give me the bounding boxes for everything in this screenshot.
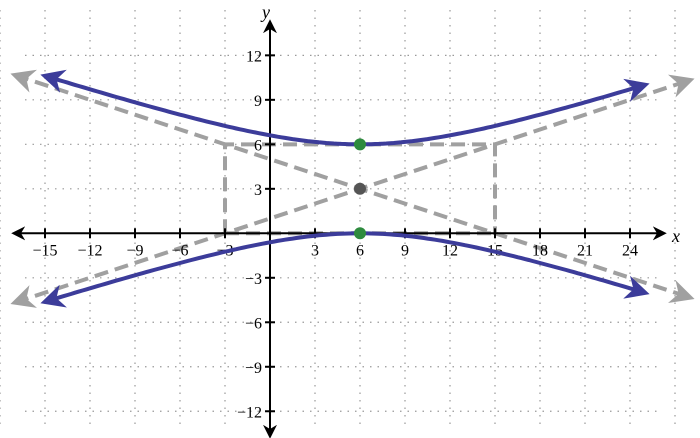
asymptotes [10, 69, 695, 308]
axes [11, 19, 667, 438]
vertex-point [354, 138, 366, 151]
x-tick-label: 21 [577, 242, 593, 259]
x-tick-label: 12 [442, 242, 458, 259]
center-point [354, 182, 366, 195]
y-tick-label: 9 [254, 93, 262, 110]
x-axis-label: x [671, 226, 680, 246]
asymptote-line [10, 69, 695, 303]
x-tick-label: 18 [532, 242, 548, 259]
y-tick-label: 6 [254, 137, 262, 154]
y-tick-label: −12 [237, 404, 262, 421]
x-tick-label: −6 [171, 242, 188, 259]
y-tick-label: 3 [254, 182, 262, 199]
x-tick-label: −15 [32, 242, 57, 259]
x-tick-label: 6 [356, 242, 364, 259]
y-tick-label: 12 [246, 48, 262, 65]
hyperbola-branches [40, 69, 650, 308]
y-axis-label: y [260, 2, 270, 22]
upper-branch [40, 69, 650, 147]
x-tick-label: −12 [77, 242, 102, 259]
asymptote-line [10, 74, 695, 308]
vertex-point [354, 227, 366, 240]
x-tick-label: 24 [622, 242, 638, 259]
x-tick-label: 3 [311, 242, 319, 259]
points [354, 138, 366, 240]
y-tick-label: −6 [245, 315, 262, 332]
y-tick-label: −3 [245, 271, 262, 288]
y-tick-label: −9 [245, 360, 262, 377]
grid [0, 10, 676, 430]
lower-branch [40, 231, 650, 308]
x-tick-label: −9 [126, 242, 143, 259]
x-tick-label: 9 [401, 242, 409, 259]
